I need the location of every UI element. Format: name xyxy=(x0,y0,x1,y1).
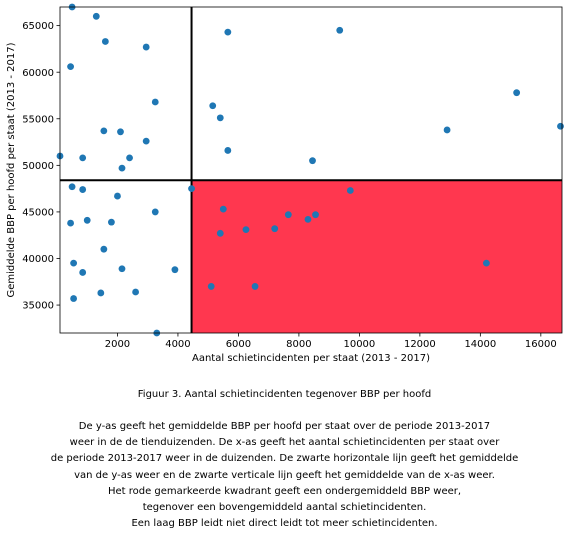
data-point xyxy=(347,187,354,194)
highlight-region-layer xyxy=(192,180,562,333)
highlight-quadrant xyxy=(192,180,562,333)
data-point xyxy=(100,246,107,253)
data-point xyxy=(69,183,76,190)
data-point xyxy=(67,220,74,227)
data-point xyxy=(285,211,292,218)
x-tick-label: 4000 xyxy=(165,339,190,350)
scatter-chart: 2000 4000 6000 8000 10000 12000 14000 16000 350… xyxy=(0,0,569,385)
data-point xyxy=(143,44,150,51)
data-point xyxy=(117,128,124,135)
y-tick-label: 65000 xyxy=(22,21,54,32)
data-point xyxy=(305,216,312,223)
data-point xyxy=(252,283,259,290)
x-axis-title: Aantal schietincidenten per staat (2013 … xyxy=(192,353,430,364)
data-point xyxy=(220,206,227,213)
x-tick-label: 8000 xyxy=(286,339,311,350)
description-line: De y-as geeft het gemiddelde BBP per hoo… xyxy=(0,419,569,435)
description-line: van de y-as weer en de zwarte verticale … xyxy=(0,468,569,484)
data-point xyxy=(309,157,316,164)
x-tick-label: 14000 xyxy=(464,339,496,350)
data-point xyxy=(79,269,86,276)
data-point xyxy=(208,283,215,290)
data-point xyxy=(84,217,91,224)
figure-caption-title: Figuur 3. Aantal schietincidenten tegeno… xyxy=(0,387,569,403)
x-tick-label: 10000 xyxy=(343,339,375,350)
data-point xyxy=(271,225,278,232)
data-point xyxy=(172,266,179,273)
data-point xyxy=(243,226,250,233)
data-point xyxy=(119,165,126,172)
y-tick-label: 40000 xyxy=(22,254,54,265)
data-point xyxy=(70,260,77,267)
description-line: weer in de de tienduizenden. De x-as gee… xyxy=(0,435,569,451)
data-point xyxy=(152,209,159,216)
description-line: Het rode gemarkeerde kwadrant geeft een … xyxy=(0,484,569,500)
data-point xyxy=(100,127,107,134)
y-tick-label: 55000 xyxy=(22,114,54,125)
x-tick-label: 2000 xyxy=(105,339,130,350)
data-point xyxy=(79,186,86,193)
y-tick-label: 35000 xyxy=(22,301,54,312)
data-point xyxy=(224,147,231,154)
data-point xyxy=(97,290,104,297)
y-axis-ticks: 35000 40000 45000 50000 55000 60000 65000 xyxy=(22,21,60,311)
data-point xyxy=(102,38,109,45)
description-line: Een laag BBP leidt niet direct leidt tot… xyxy=(0,516,569,532)
data-point xyxy=(224,29,231,36)
data-point xyxy=(557,123,564,130)
description-line: de periode 2013-2017 weer in de duizende… xyxy=(0,451,569,467)
data-point xyxy=(126,154,133,161)
data-point xyxy=(188,185,195,192)
figure-description: De y-as geeft het gemiddelde BBP per hoo… xyxy=(0,419,569,532)
data-point xyxy=(513,89,520,96)
data-point xyxy=(108,219,115,226)
data-point xyxy=(217,230,224,237)
data-point xyxy=(217,114,224,121)
x-tick-label: 6000 xyxy=(226,339,251,350)
data-point xyxy=(114,193,121,200)
data-point xyxy=(67,63,74,70)
data-point xyxy=(312,211,319,218)
data-point xyxy=(70,295,77,302)
y-tick-label: 60000 xyxy=(22,68,54,79)
data-point xyxy=(143,138,150,145)
data-point xyxy=(483,260,490,267)
x-tick-label: 12000 xyxy=(404,339,436,350)
data-point xyxy=(132,289,139,296)
data-point xyxy=(119,265,126,272)
data-point xyxy=(93,13,100,20)
x-axis-ticks: 2000 4000 6000 8000 10000 12000 14000 16000 xyxy=(105,333,557,350)
description-line: tegenover een bovengemiddeld aantal schi… xyxy=(0,500,569,516)
data-point xyxy=(209,102,216,109)
data-point xyxy=(152,99,159,106)
y-tick-label: 45000 xyxy=(22,208,54,219)
y-axis-title: Gemiddelde BBP per hoofd per staat (2013… xyxy=(6,42,17,297)
data-point xyxy=(79,154,86,161)
x-tick-label: 16000 xyxy=(525,339,557,350)
y-tick-label: 50000 xyxy=(22,161,54,172)
data-point xyxy=(444,127,451,134)
data-point xyxy=(336,27,343,34)
